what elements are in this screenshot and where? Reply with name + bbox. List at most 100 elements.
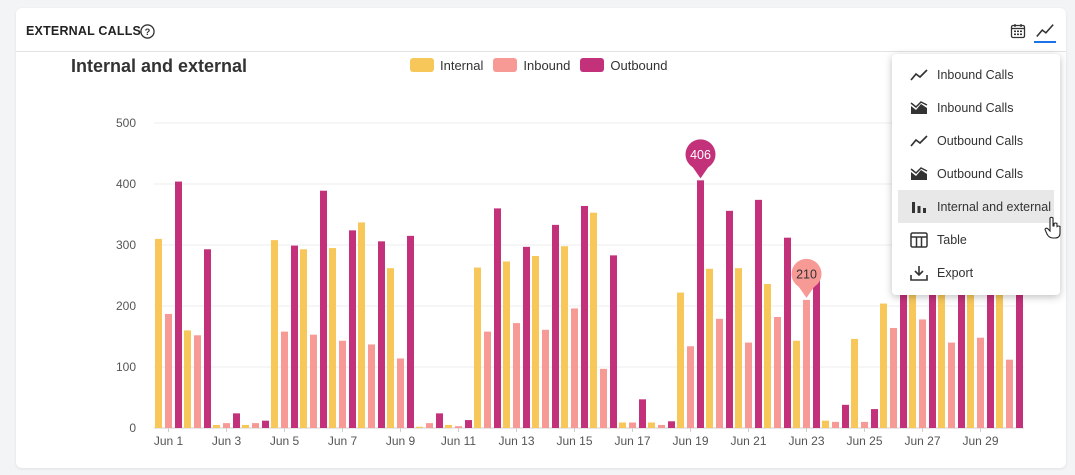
x-tick-label: Jun 9 — [386, 434, 416, 448]
bar-internal — [358, 222, 365, 428]
y-tick-label: 200 — [116, 299, 136, 313]
bar-inbound — [832, 421, 839, 428]
x-tick-label: Jun 17 — [614, 434, 650, 448]
bar-outbound — [494, 208, 501, 428]
menu-item-export[interactable]: Export — [898, 256, 1054, 289]
pin-circle — [685, 139, 716, 170]
x-tick-label: Jun 1 — [154, 434, 184, 448]
menu-item-internal-external[interactable]: Internal and external — [898, 190, 1054, 223]
legend-swatch-internal — [410, 58, 434, 72]
bar-inbound — [455, 426, 462, 428]
bar-inbound — [919, 319, 926, 428]
bar-outbound — [552, 224, 559, 428]
x-tick-label: Jun 11 — [441, 434, 476, 448]
bar-internal — [764, 284, 771, 428]
bar-inbound — [774, 316, 781, 428]
menu-item-inbound-line[interactable]: Inbound Calls — [898, 58, 1054, 91]
bar-internal — [938, 266, 945, 428]
bar-inbound — [890, 327, 897, 428]
bar-internal — [561, 246, 568, 428]
external-calls-card: EXTERNAL CALLS ? Internal and external I… — [16, 8, 1066, 468]
bar-internal — [996, 272, 1003, 428]
svg-text:?: ? — [145, 27, 151, 37]
bar-internal — [416, 426, 423, 428]
menu-item-outbound-line[interactable]: Outbound Calls — [898, 124, 1054, 157]
legend-label-inbound: Inbound — [523, 57, 571, 73]
y-tick-label: 300 — [116, 238, 136, 252]
bar-outbound — [581, 205, 588, 428]
bar-outbound — [436, 413, 443, 428]
bar-internal — [503, 261, 510, 428]
line-chart-icon — [910, 66, 928, 84]
legend-item-internal[interactable]: Internal — [410, 56, 483, 74]
x-tick-label: Jun 27 — [904, 434, 940, 448]
chart-type-icon[interactable] — [1034, 21, 1056, 43]
bar-outbound — [378, 241, 385, 428]
x-tick-label: Jun 21 — [730, 434, 766, 448]
bar-inbound — [948, 342, 955, 428]
bar-internal — [445, 424, 452, 428]
y-tick-label: 0 — [129, 421, 136, 435]
bar-internal — [677, 292, 684, 428]
bar-inbound — [339, 340, 346, 428]
menu-item-label: Internal and external — [937, 199, 1051, 214]
menu-item-label: Inbound Calls — [937, 67, 1014, 82]
bar-outbound — [233, 413, 240, 428]
bar-outbound — [320, 190, 327, 428]
legend-label-outbound: Outbound — [610, 57, 668, 73]
help-icon[interactable]: ? — [140, 24, 155, 39]
bar-inbound — [513, 323, 520, 428]
bar-inbound — [281, 331, 288, 428]
bar-inbound — [310, 334, 317, 428]
menu-item-table[interactable]: Table — [898, 223, 1054, 256]
bar-internal — [590, 212, 597, 428]
bar-inbound — [629, 422, 636, 428]
bar-internal — [184, 330, 191, 428]
bar-outbound — [987, 232, 994, 428]
bar-inbound — [1006, 359, 1013, 428]
bar-inbound — [977, 337, 984, 428]
bar-outbound — [291, 245, 298, 428]
bar-inbound — [658, 424, 665, 428]
bar-inbound — [542, 329, 549, 428]
chart-type-menu: Inbound Calls Inbound Calls Outbound Cal… — [892, 54, 1060, 295]
chart-legend: Internal Inbound Outbound — [410, 56, 667, 74]
area-chart-icon — [910, 99, 928, 117]
bar-outbound — [204, 249, 211, 428]
bar-internal — [155, 238, 162, 428]
x-tick-label: Jun 25 — [846, 434, 882, 448]
bar-internal — [909, 269, 916, 428]
menu-item-inbound-area[interactable]: Inbound Calls — [898, 91, 1054, 124]
bar-inbound — [484, 331, 491, 428]
calendar-icon[interactable] — [1010, 23, 1026, 39]
chart-heading: Internal and external — [71, 56, 248, 76]
bar-inbound — [397, 358, 404, 428]
bar-internal — [387, 268, 394, 428]
legend-item-outbound[interactable]: Outbound — [580, 56, 667, 74]
menu-item-outbound-area[interactable]: Outbound Calls — [898, 157, 1054, 190]
bar-inbound — [716, 318, 723, 428]
bar-inbound — [252, 423, 259, 428]
bar-outbound — [668, 421, 675, 428]
x-tick-label: Jun 29 — [962, 434, 998, 448]
area-chart-icon — [910, 165, 928, 183]
bar-outbound — [175, 181, 182, 428]
legend-item-inbound[interactable]: Inbound — [493, 56, 570, 74]
bar-outbound — [523, 246, 530, 428]
bar-outbound — [813, 275, 820, 428]
y-tick-label: 400 — [116, 177, 136, 191]
card-title: EXTERNAL CALLS — [26, 24, 142, 38]
bar-internal — [967, 269, 974, 428]
menu-item-label: Outbound Calls — [937, 166, 1024, 181]
data-label-pin: 406 — [685, 139, 716, 179]
bar-inbound — [426, 423, 433, 428]
x-tick-label: Jun 7 — [328, 434, 358, 448]
bar-outbound — [755, 199, 762, 428]
bar-outbound — [784, 237, 791, 428]
bar-inbound — [368, 344, 375, 428]
bar-internal — [851, 338, 858, 428]
bar-inbound — [223, 423, 230, 428]
bar-outbound — [929, 232, 936, 428]
bar-inbound — [687, 346, 694, 428]
x-tick-label: Jun 15 — [556, 434, 592, 448]
